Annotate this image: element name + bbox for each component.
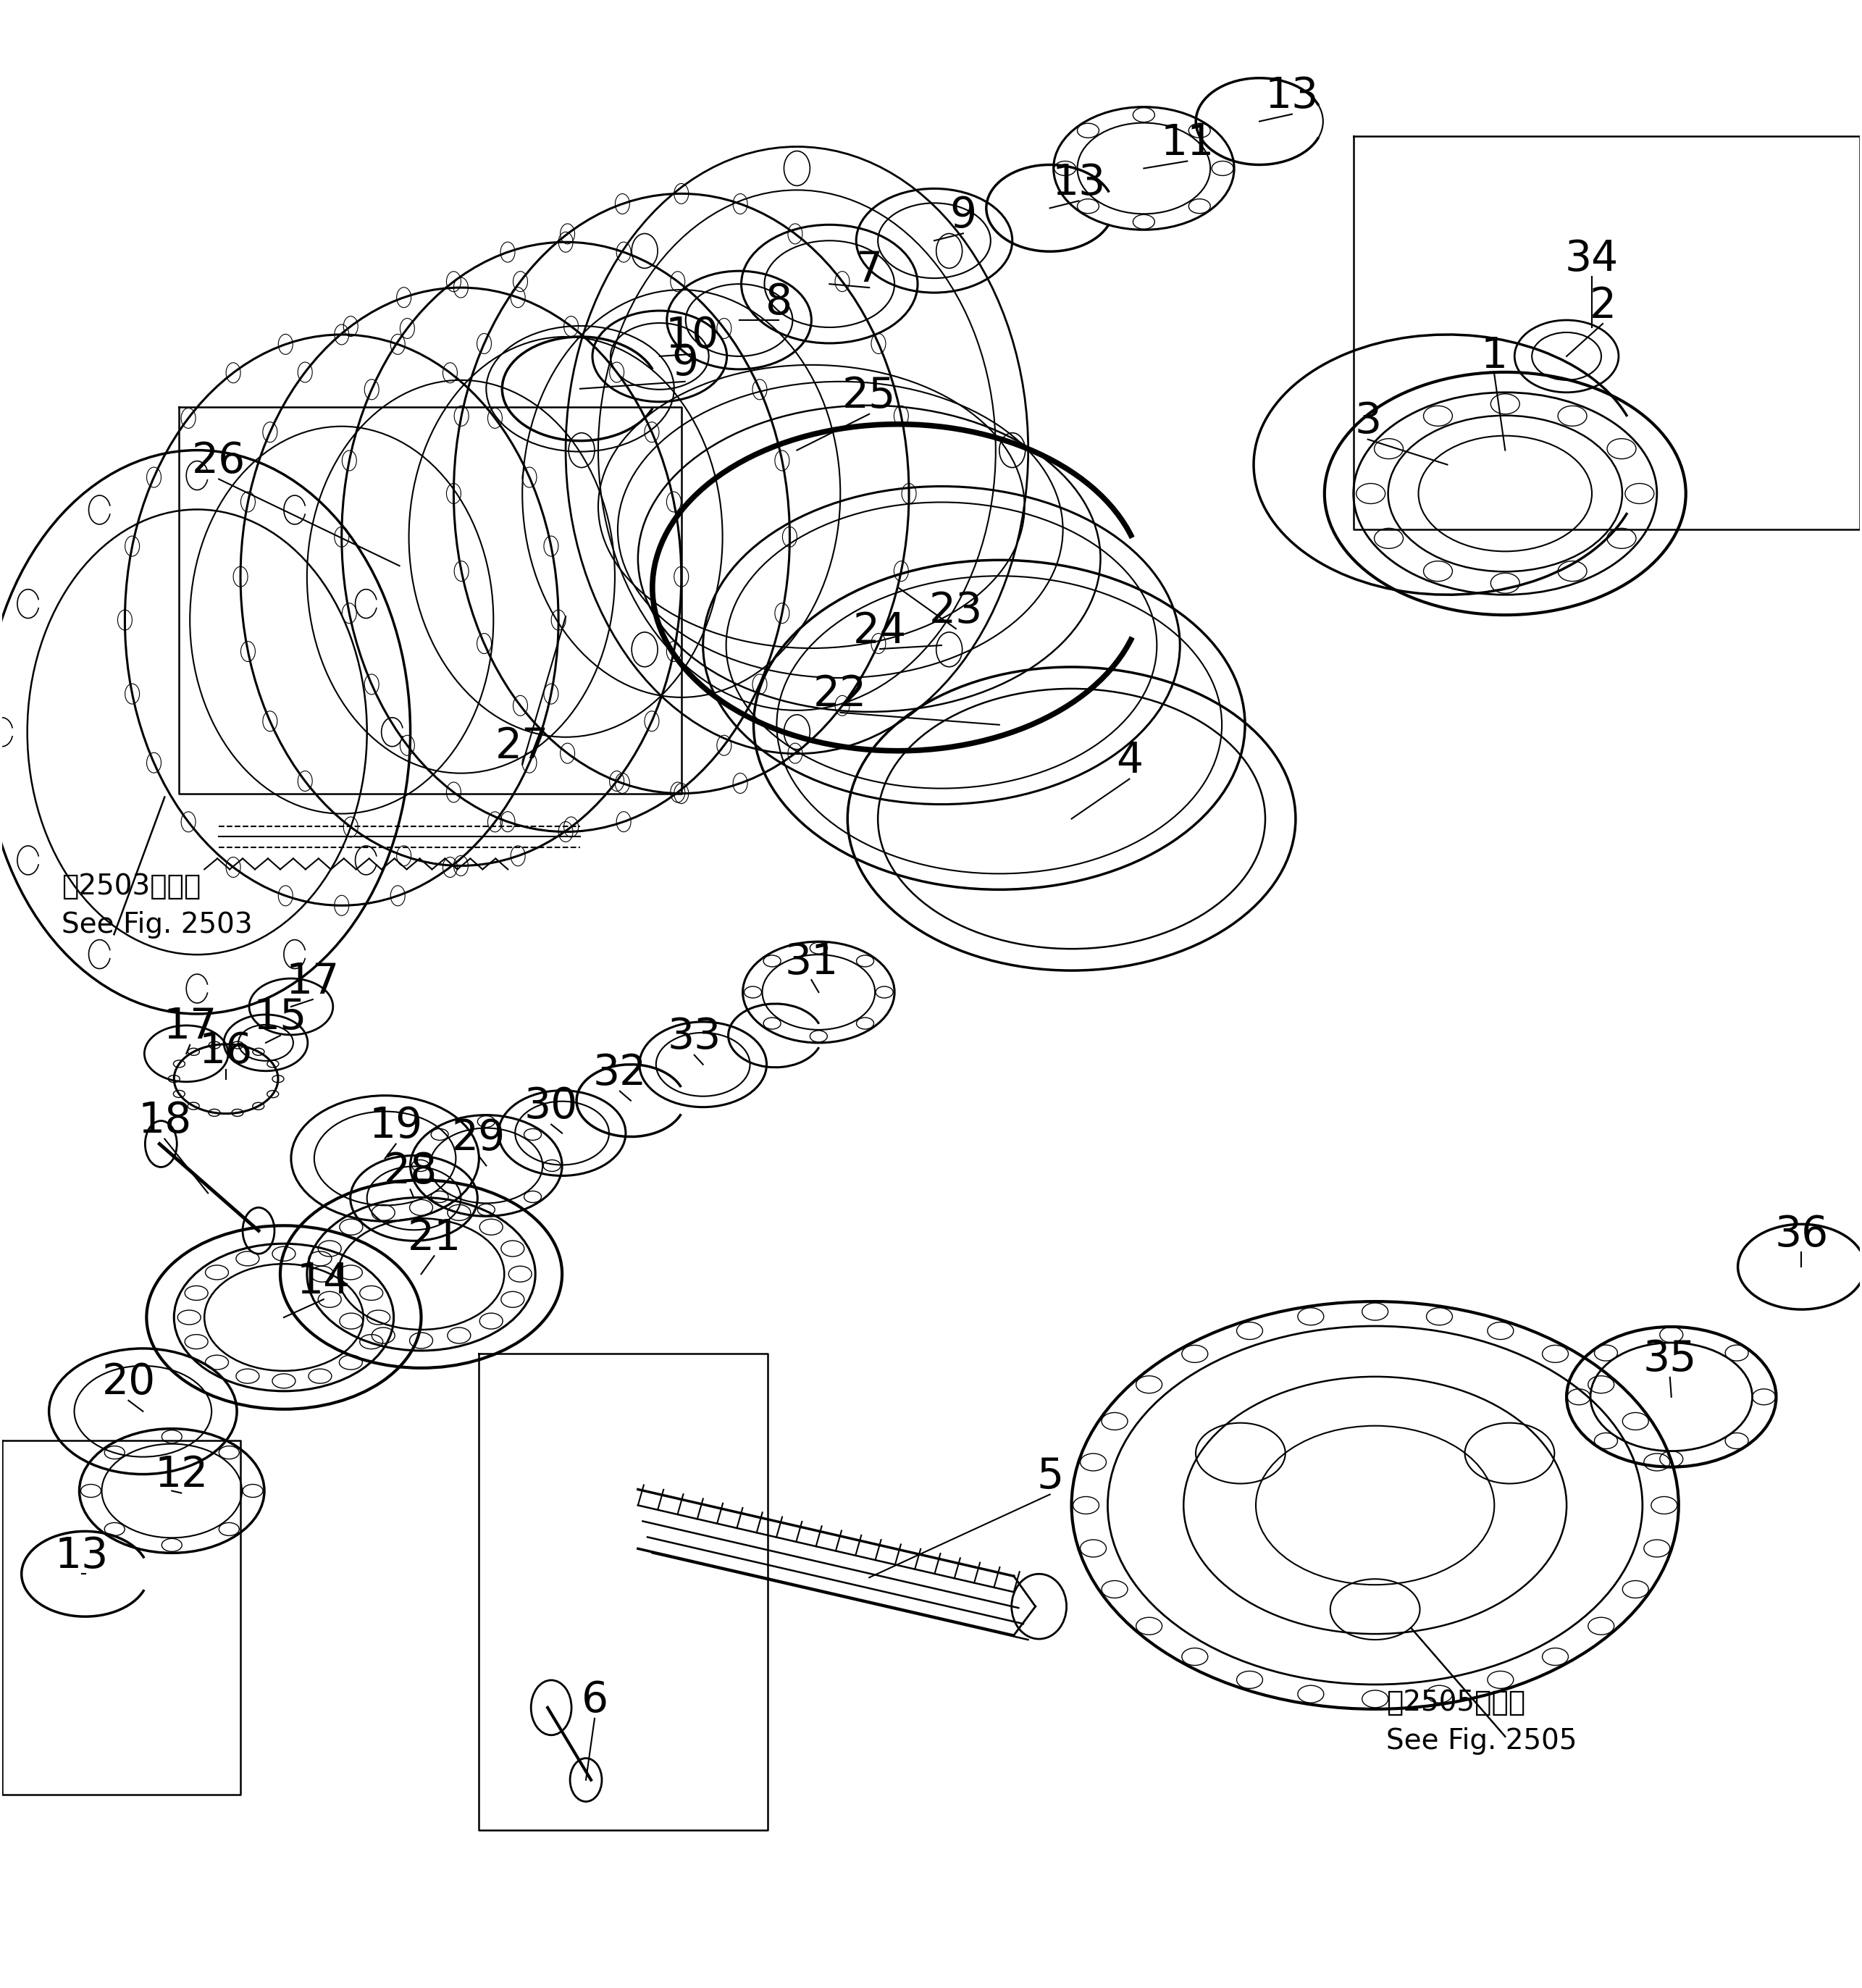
Text: 35: 35 [1642, 1338, 1696, 1380]
Text: 34: 34 [1564, 239, 1618, 280]
Text: 24: 24 [853, 610, 907, 652]
Text: 第2503図参照
See Fig. 2503: 第2503図参照 See Fig. 2503 [61, 873, 251, 938]
Text: 第2505図参照
See Fig. 2505: 第2505図参照 See Fig. 2505 [1385, 1690, 1577, 1755]
Text: 17: 17 [287, 960, 339, 1002]
Text: 20: 20 [102, 1362, 155, 1404]
Text: 28: 28 [384, 1151, 438, 1193]
Text: 13: 13 [1052, 163, 1106, 203]
Text: 13: 13 [1264, 76, 1318, 117]
Text: 8: 8 [765, 282, 793, 322]
Text: 27: 27 [495, 726, 549, 767]
Text: 6: 6 [581, 1680, 609, 1722]
Text: 30: 30 [525, 1085, 577, 1127]
Text: 5: 5 [1037, 1455, 1063, 1497]
Text: 22: 22 [814, 674, 868, 716]
Text: 18: 18 [138, 1099, 192, 1141]
Text: 9: 9 [950, 195, 976, 237]
Text: 15: 15 [253, 996, 307, 1038]
Text: 26: 26 [192, 441, 246, 481]
Text: 7: 7 [857, 248, 883, 290]
Text: 3: 3 [1354, 402, 1382, 441]
Text: 1: 1 [1480, 336, 1508, 378]
Text: 31: 31 [784, 940, 838, 982]
Text: 10: 10 [665, 316, 719, 356]
Text: 11: 11 [1160, 123, 1214, 163]
Text: 21: 21 [408, 1217, 462, 1258]
Text: 14: 14 [296, 1260, 350, 1302]
Text: 33: 33 [667, 1016, 721, 1058]
Text: 17: 17 [164, 1006, 216, 1048]
Text: 9: 9 [672, 342, 698, 384]
Text: 13: 13 [54, 1535, 108, 1576]
Text: 4: 4 [1115, 740, 1143, 781]
Text: 29: 29 [452, 1117, 506, 1159]
Text: 19: 19 [369, 1105, 423, 1147]
Text: 2: 2 [1590, 284, 1616, 326]
Text: 36: 36 [1774, 1213, 1828, 1254]
Text: 32: 32 [592, 1052, 646, 1093]
Text: 16: 16 [199, 1032, 253, 1072]
Text: 25: 25 [842, 376, 896, 417]
Text: 23: 23 [929, 590, 983, 632]
Text: 12: 12 [155, 1455, 209, 1495]
